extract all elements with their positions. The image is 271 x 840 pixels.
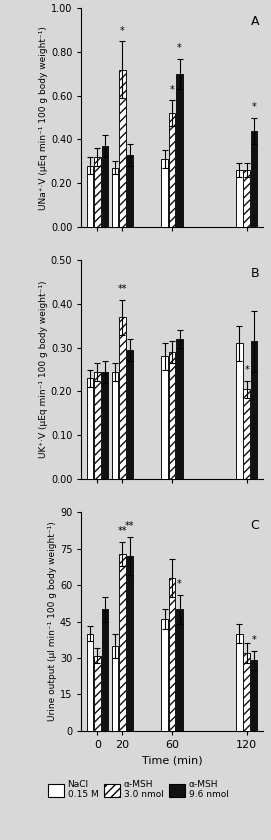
Text: **: **: [125, 521, 135, 531]
Bar: [87, 378, 93, 479]
Bar: [251, 131, 257, 227]
Text: *: *: [244, 365, 249, 375]
Text: *: *: [170, 85, 175, 95]
Bar: [112, 646, 118, 731]
Bar: [112, 168, 118, 227]
Bar: [251, 341, 257, 479]
Bar: [119, 70, 126, 227]
Y-axis label: UK⁺·V (μEq min⁻¹ 100 g body weight⁻¹): UK⁺·V (μEq min⁻¹ 100 g body weight⁻¹): [39, 281, 48, 459]
Y-axis label: UNa⁺·V (μEq min⁻¹ 100 g body weight⁻¹): UNa⁺·V (μEq min⁻¹ 100 g body weight⁻¹): [39, 26, 48, 209]
Bar: [169, 113, 175, 227]
Bar: [102, 146, 108, 227]
Bar: [169, 578, 175, 731]
Bar: [176, 339, 183, 479]
Text: *: *: [252, 635, 257, 645]
Bar: [102, 372, 108, 479]
Bar: [94, 372, 101, 479]
Text: **: **: [118, 284, 127, 294]
Bar: [127, 350, 133, 479]
Text: *: *: [252, 102, 257, 112]
X-axis label: Time (min): Time (min): [142, 755, 202, 765]
Bar: [127, 155, 133, 227]
Bar: [112, 372, 118, 479]
Text: *: *: [177, 580, 182, 590]
Bar: [236, 170, 243, 227]
Bar: [87, 633, 93, 731]
Text: *: *: [120, 26, 125, 35]
Text: A: A: [251, 15, 259, 28]
Bar: [176, 610, 183, 731]
Bar: [119, 554, 126, 731]
Text: *: *: [177, 43, 182, 53]
Bar: [176, 74, 183, 227]
Bar: [243, 654, 250, 731]
Bar: [102, 610, 108, 731]
Bar: [243, 389, 250, 479]
Bar: [236, 344, 243, 479]
Legend: NaCl
0.15 M, α-MSH
3.0 nmol, α-MSH
9.6 nmol: NaCl 0.15 M, α-MSH 3.0 nmol, α-MSH 9.6 n…: [48, 780, 229, 800]
Bar: [243, 170, 250, 227]
Text: B: B: [251, 267, 259, 280]
Bar: [169, 352, 175, 479]
Y-axis label: Urine output (μl min⁻¹ 100 g body weight⁻¹): Urine output (μl min⁻¹ 100 g body weight…: [48, 522, 57, 722]
Bar: [87, 165, 93, 227]
Bar: [251, 660, 257, 731]
Text: C: C: [250, 519, 259, 532]
Bar: [94, 157, 101, 227]
Bar: [161, 159, 168, 227]
Bar: [119, 318, 126, 479]
Bar: [236, 633, 243, 731]
Bar: [94, 655, 101, 731]
Bar: [161, 356, 168, 479]
Bar: [127, 556, 133, 731]
Text: **: **: [118, 526, 127, 536]
Bar: [161, 619, 168, 731]
